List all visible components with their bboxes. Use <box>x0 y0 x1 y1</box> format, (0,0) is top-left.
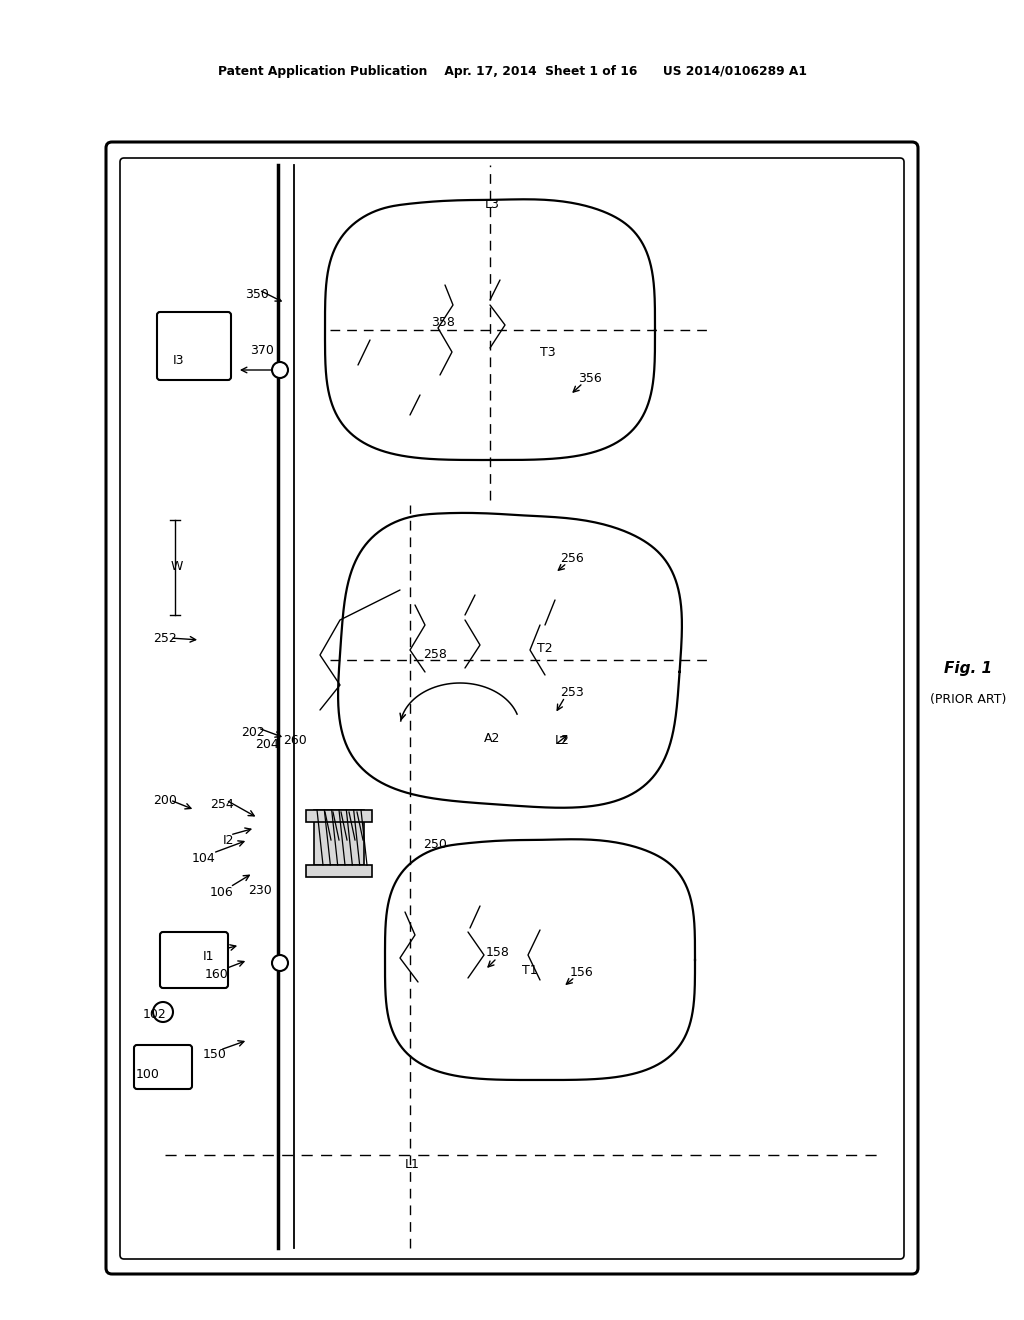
Text: 160: 160 <box>205 969 229 982</box>
Bar <box>306 810 372 822</box>
Text: T2: T2 <box>538 642 553 655</box>
Circle shape <box>272 362 288 378</box>
Text: 350: 350 <box>245 289 269 301</box>
Text: 256: 256 <box>560 552 584 565</box>
Text: 156: 156 <box>570 965 594 978</box>
Text: 200: 200 <box>153 793 177 807</box>
Text: 150: 150 <box>203 1048 227 1061</box>
Text: L2: L2 <box>555 734 569 747</box>
Text: L1: L1 <box>404 1159 420 1172</box>
Text: I3: I3 <box>172 354 183 367</box>
Text: L3: L3 <box>484 198 500 211</box>
Polygon shape <box>325 199 655 459</box>
Text: 104: 104 <box>193 851 216 865</box>
Text: 253: 253 <box>560 685 584 698</box>
FancyBboxPatch shape <box>134 1045 193 1089</box>
Text: 204: 204 <box>255 738 279 751</box>
Bar <box>314 810 364 865</box>
Bar <box>306 865 372 876</box>
FancyBboxPatch shape <box>120 158 904 1259</box>
Text: 370: 370 <box>250 343 274 356</box>
Text: T3: T3 <box>541 346 556 359</box>
FancyBboxPatch shape <box>160 932 228 987</box>
Text: A2: A2 <box>483 731 500 744</box>
Text: 106: 106 <box>210 886 233 899</box>
Text: 250: 250 <box>423 838 446 851</box>
FancyBboxPatch shape <box>157 312 231 380</box>
Polygon shape <box>385 840 695 1080</box>
Text: 258: 258 <box>423 648 446 661</box>
Circle shape <box>272 954 288 972</box>
Text: 252: 252 <box>154 631 177 644</box>
Text: (PRIOR ART): (PRIOR ART) <box>930 693 1007 706</box>
Text: T1: T1 <box>522 964 538 977</box>
Text: 102: 102 <box>143 1008 167 1022</box>
Text: Fig. 1: Fig. 1 <box>944 660 992 676</box>
Text: Patent Application Publication    Apr. 17, 2014  Sheet 1 of 16      US 2014/0106: Patent Application Publication Apr. 17, … <box>217 66 807 78</box>
Text: I2: I2 <box>222 833 233 846</box>
Text: 254: 254 <box>210 799 233 812</box>
Polygon shape <box>338 513 682 808</box>
Text: 158: 158 <box>486 946 510 960</box>
FancyBboxPatch shape <box>106 143 918 1274</box>
Text: 230: 230 <box>248 883 272 896</box>
Text: 358: 358 <box>431 317 455 330</box>
Text: I1: I1 <box>203 950 214 964</box>
Text: 100: 100 <box>136 1068 160 1081</box>
Text: 356: 356 <box>579 371 602 384</box>
Circle shape <box>153 1002 173 1022</box>
Text: W: W <box>171 561 183 573</box>
Text: 260: 260 <box>283 734 307 747</box>
Text: 202: 202 <box>241 726 265 739</box>
